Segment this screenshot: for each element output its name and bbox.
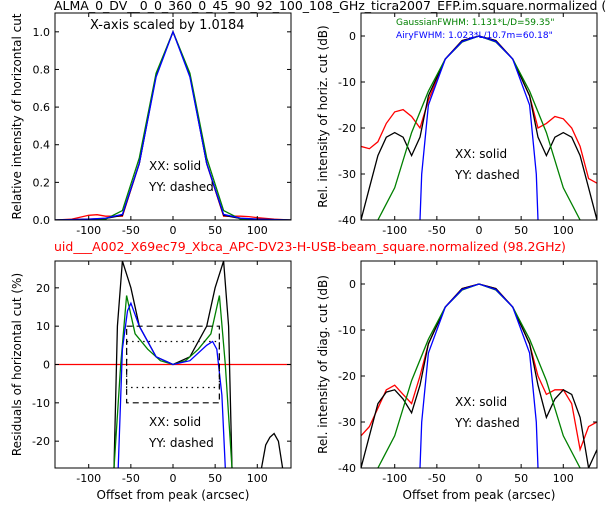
y-tick-label: -20 — [338, 122, 356, 135]
x-tick-label: 100 — [247, 472, 268, 485]
y-tick-label: 0 — [349, 30, 356, 43]
x-tick-label: -50 — [428, 224, 446, 237]
series-line-green-2 — [377, 283, 581, 468]
title-top: ALMA_0_DV__0_0_360_0_45_90_92_100_108_GH… — [54, 0, 606, 13]
y-axis-label: Rel. intensity of horiz. cut (dB) — [316, 25, 330, 207]
x-tick-label: 100 — [553, 224, 574, 237]
x-tick-label: -50 — [122, 472, 140, 485]
x-tick-label: -100 — [76, 472, 101, 485]
x-tick-label: -100 — [382, 224, 407, 237]
y-tick-label: -10 — [338, 76, 356, 89]
x-tick-label: -100 — [382, 472, 407, 485]
series-group — [55, 261, 291, 468]
y-tick-label: 0 — [43, 359, 50, 372]
x-tick-label: 0 — [476, 472, 483, 485]
y-tick-label: -30 — [338, 168, 356, 181]
y-tick-label: 20 — [36, 282, 50, 295]
x-tick-label: 50 — [514, 472, 528, 485]
series-group — [361, 35, 597, 220]
series-line-black-2 — [260, 432, 284, 468]
residual-box-inner — [126, 340, 220, 389]
series-style-note: XX: solid — [149, 159, 201, 173]
y-tick-label: -10 — [32, 397, 50, 410]
y-axis-label: Rel. intensity of diag. cut (dB) — [316, 275, 330, 454]
y-tick-label: -20 — [338, 370, 356, 383]
plot-frame — [360, 260, 598, 469]
x-tick-label: 100 — [247, 224, 268, 237]
series-style-note: YY: dashed — [454, 168, 520, 182]
y-tick-label: -10 — [338, 324, 356, 337]
series-style-note: YY: dashed — [148, 180, 214, 194]
series-line-blue-3 — [55, 29, 291, 220]
scale-annotation: X-axis scaled by 1.0184 — [90, 18, 245, 33]
y-tick-label: 0.6 — [33, 101, 51, 114]
x-tick-label: -50 — [428, 472, 446, 485]
series-style-note: YY: dashed — [454, 416, 520, 430]
y-tick-label: 0.4 — [33, 139, 51, 152]
title-mid: uid___A002_X69ec79_Xbca_APC-DV23-H-USB-b… — [54, 239, 566, 254]
legend-entry: GaussianFWHM: 1.131*L/D=59.35" — [396, 18, 554, 28]
series-line-blue-3 — [419, 35, 539, 220]
y-tick-label: -30 — [338, 416, 356, 429]
x-tick-label: 100 — [553, 472, 574, 485]
y-tick-label: -20 — [32, 435, 50, 448]
x-tick-label: 50 — [514, 224, 528, 237]
x-tick-label: 0 — [170, 472, 177, 485]
x-tick-label: 50 — [208, 224, 222, 237]
series-line-black-1 — [361, 35, 597, 220]
x-tick-label: 0 — [170, 224, 177, 237]
y-axis-label: Residuals of horizontal cut (%) — [10, 273, 24, 456]
plot-frame — [360, 12, 598, 221]
y-tick-label: 1.0 — [33, 26, 51, 39]
y-tick-label: 0 — [349, 278, 356, 291]
x-tick-label: -50 — [122, 224, 140, 237]
series-line-green-2 — [377, 35, 581, 220]
series-line-black-1 — [361, 283, 597, 468]
x-tick-label: 0 — [476, 224, 483, 237]
y-tick-label: 10 — [36, 320, 50, 333]
series-style-note: XX: solid — [149, 415, 201, 429]
y-axis-label: Relative intensity of horizontal cut — [10, 13, 24, 219]
y-tick-label: 0.8 — [33, 63, 51, 76]
y-tick-label: 0.2 — [33, 176, 51, 189]
x-axis-label: Offset from peak (arcsec) — [97, 488, 250, 502]
series-line-red-0 — [361, 35, 597, 184]
series-style-note: XX: solid — [455, 147, 507, 161]
series-style-note: YY: dashed — [148, 436, 214, 450]
x-axis-label: Offset from peak (arcsec) — [403, 488, 556, 502]
y-tick-label: 0.0 — [33, 214, 51, 227]
series-group — [361, 283, 597, 468]
series-line-blue-4 — [117, 301, 226, 468]
series-line-blue-3 — [419, 283, 539, 468]
plot-horizontal-linear: -100 -50 0 50 100 0.0 0.2 0.4 0.6 0.8 1.0 Relative … — [10, 12, 292, 237]
series-group — [55, 29, 291, 220]
y-tick-label: -40 — [338, 214, 356, 227]
x-tick-label: 50 — [208, 472, 222, 485]
legend-entry: AiryFWHM: 1.023*L/10.7m=60.18" — [396, 31, 553, 41]
x-tick-label: -100 — [76, 224, 101, 237]
y-tick-label: -40 — [338, 462, 356, 475]
series-style-note: XX: solid — [455, 395, 507, 409]
